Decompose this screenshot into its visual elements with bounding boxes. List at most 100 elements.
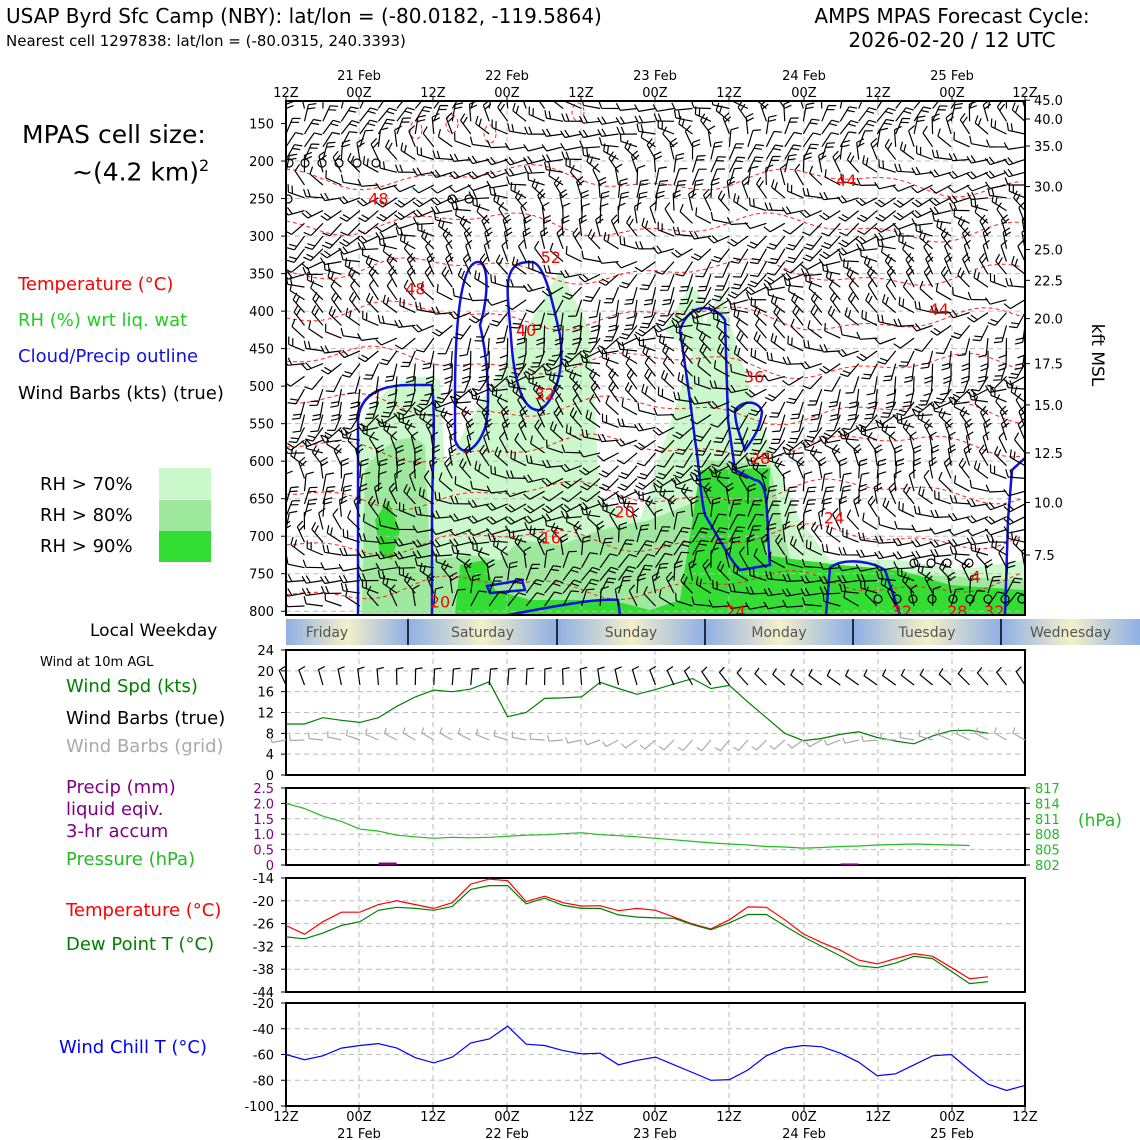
weekday-label: Monday: [751, 625, 806, 641]
pressure-tick-label: 814: [1035, 797, 1060, 812]
windchill-panel-group: [358, 1003, 953, 1106]
wind-speed-tick-label: 24: [257, 644, 274, 659]
pressure-tick-label: 300: [249, 230, 274, 245]
top-time-label: 12Z: [420, 86, 446, 101]
temperature-tick-label: -20: [253, 895, 274, 910]
calm-wind-circle: [300, 158, 310, 168]
calm-wind-circle: [909, 558, 919, 568]
calm-wind-circle: [892, 594, 902, 604]
isotherm-label: 24: [824, 508, 844, 527]
pressure-unit-label: (hPa): [1078, 811, 1122, 831]
isotherm-label: 20: [430, 592, 450, 611]
bottom-time-label: 12Z: [273, 1110, 299, 1125]
calm-wind-circle: [286, 194, 293, 204]
windchill-tick-label: -60: [253, 1049, 274, 1064]
calm-wind-circle: [965, 594, 975, 604]
bottom-time-label: 00Z: [642, 1110, 668, 1125]
calm-wind-circle: [371, 158, 381, 168]
cell-size-exponent: 2: [199, 156, 210, 175]
weekday-label: Wednesday: [1030, 625, 1111, 641]
isotherm-label: 28: [750, 449, 770, 468]
top-time-label: 12Z: [568, 86, 594, 101]
forecast-cycle-label: AMPS MPAS Forecast Cycle:: [814, 4, 1090, 28]
wind-speed-panel-frame: [285, 649, 1026, 776]
isotherm-label: 44: [836, 171, 856, 190]
windchill-tick-label: -40: [253, 1023, 274, 1038]
temperature-tick-label: -38: [253, 963, 274, 978]
calm-wind-circle: [926, 558, 936, 568]
pressure-tick-label: 650: [249, 493, 274, 508]
legend-temp2: Temperature (°C): [66, 900, 222, 921]
forecast-cycle-date: 2026-02-20 / 12 UTC: [848, 28, 1056, 52]
pressure-tick-label: 400: [249, 305, 274, 320]
bottom-date-label: 22 Feb: [485, 1127, 529, 1140]
wind-barbs-grid: [269, 727, 1026, 752]
kft-tick-label: 30.0: [1034, 181, 1063, 196]
calm-wind-circle: [927, 594, 937, 604]
kft-tick-label: 45.0: [1034, 94, 1063, 109]
top-time-label: 12Z: [865, 86, 891, 101]
precip-tick-label: 0: [266, 859, 274, 874]
temperature-tick-label: -26: [253, 918, 274, 933]
temperature-isotherm: [286, 433, 1023, 463]
legend-wind-barbs-grid: Wind Barbs (grid): [66, 736, 224, 757]
wind-speed-tick-label: 12: [257, 707, 274, 722]
wind-10m-label: Wind at 10m AGL: [40, 655, 154, 670]
pressure-tick-label: 817: [1035, 782, 1060, 797]
calm-wind-circle: [352, 158, 362, 168]
weekday-label: Tuesday: [898, 625, 956, 641]
pressure-tick-label: 800: [249, 605, 274, 620]
cloud-outline: [356, 383, 436, 615]
rh-shading-region: [360, 270, 1025, 615]
windchill-line: [285, 1025, 1026, 1092]
legend-wind-barbs-true: Wind Barbs (true): [66, 708, 226, 729]
bottom-time-label: 00Z: [494, 1110, 520, 1125]
isotherm-label: 20: [615, 502, 635, 521]
top-time-label: 00Z: [346, 86, 372, 101]
temperature-isotherm-closed: [571, 102, 585, 122]
kft-tick-label: 35.0: [1034, 140, 1063, 155]
precip-pressure-panel-group: [358, 788, 953, 865]
pressure-tick-label: 808: [1035, 828, 1060, 843]
wind-speed-tick-label: 16: [257, 686, 274, 701]
kft-tick-label: 10.0: [1034, 496, 1063, 511]
pressure-tick-label: 200: [249, 155, 274, 170]
weekday-label: Saturday: [451, 625, 514, 641]
kft-tick-label: 40.0: [1034, 113, 1063, 128]
temperature-isotherm-closed: [445, 114, 459, 134]
isotherm-label: 44: [929, 300, 949, 319]
calm-wind-circle: [1017, 594, 1025, 604]
pressure-tick-label: 550: [249, 418, 274, 433]
bottom-time-label: 12Z: [716, 1110, 742, 1125]
cloud-outline: [678, 306, 772, 572]
wind-speed-tick-label: 8: [266, 727, 274, 742]
top-time-label: 00Z: [791, 86, 817, 101]
isotherm-label: 24: [725, 602, 745, 621]
kft-axis-title: kft MSL: [1087, 324, 1107, 387]
calm-wind-circle: [948, 594, 958, 604]
precip-bar: [840, 863, 859, 865]
legend-temperature: Temperature (°C): [18, 274, 174, 295]
legend-rh70: RH > 70%: [40, 474, 133, 495]
pressure-tick-label: 600: [249, 455, 274, 470]
calm-wind-circle: [964, 558, 974, 568]
weekday-band-segment: [408, 619, 557, 645]
bottom-time-label: 00Z: [791, 1110, 817, 1125]
isotherm-label: 32: [534, 385, 554, 404]
precip-tick-label: 1.0: [253, 828, 274, 843]
pressure-tick-label: 450: [249, 343, 274, 358]
calm-wind-circle: [464, 194, 474, 204]
calm-wind-circle: [942, 558, 952, 568]
calm-wind-circle: [334, 158, 344, 168]
wind-barbs-true: [278, 665, 1026, 686]
kft-tick-label: 17.5: [1034, 358, 1063, 373]
bottom-time-label: 00Z: [939, 1110, 965, 1125]
kft-tick-label: 7.5: [1034, 549, 1055, 564]
cell-size-title: MPAS cell size:: [22, 120, 206, 149]
top-date-label: 24 Feb: [782, 69, 826, 84]
wind-barbs-upper-air: [286, 101, 1025, 610]
legend-rh80: RH > 80%: [40, 505, 133, 526]
rh-shading-region: [665, 285, 705, 360]
temperature-isotherm: [286, 212, 1023, 243]
